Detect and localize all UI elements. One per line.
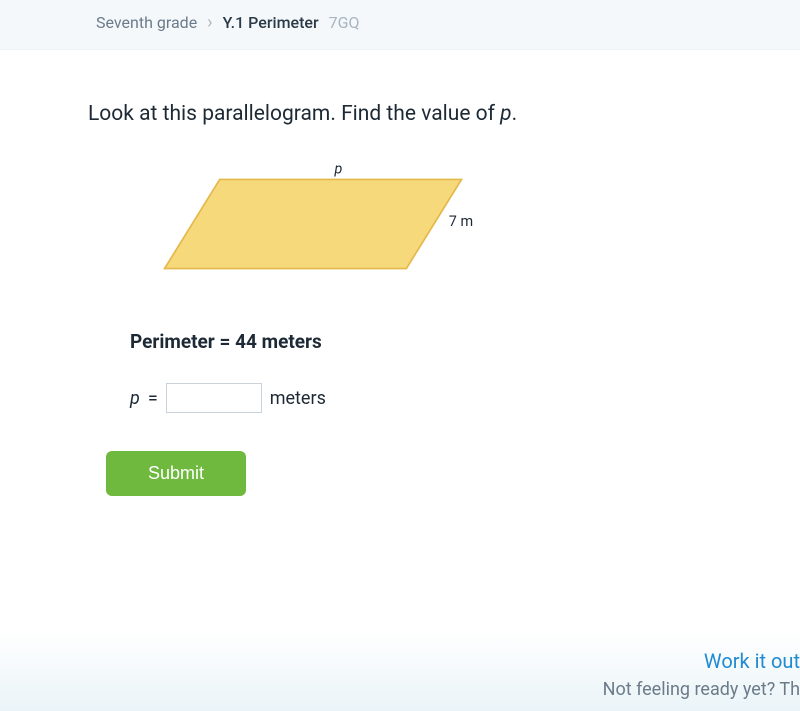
answer-row: p = meters (130, 383, 800, 413)
question-variable: p (500, 102, 511, 126)
answer-equals: = (148, 388, 158, 409)
parallelogram-svg: p 7 m (130, 154, 530, 294)
answer-input[interactable] (166, 383, 262, 413)
breadcrumb-skill: Y.1 Perimeter (223, 13, 319, 32)
not-ready-text: Not feeling ready yet? Th (0, 679, 800, 700)
figure-top-label: p (334, 161, 343, 178)
question-text: Look at this parallelogram. Find the val… (88, 102, 800, 126)
answer-variable: p (130, 388, 140, 409)
work-it-out-link[interactable]: Work it out (0, 649, 800, 673)
figure-right-label: 7 m (449, 213, 473, 230)
answer-unit: meters (270, 388, 326, 409)
breadcrumb: Seventh grade › Y.1 Perimeter 7GQ (0, 0, 800, 50)
question-content: Look at this parallelogram. Find the val… (0, 50, 800, 496)
question-prefix: Look at this parallelogram. Find the val… (88, 102, 500, 126)
submit-button[interactable]: Submit (106, 451, 246, 496)
breadcrumb-code: 7GQ (329, 13, 360, 32)
footer: Work it out Not feeling ready yet? Th (0, 631, 800, 711)
question-suffix: . (512, 102, 518, 126)
perimeter-text: Perimeter = 44 meters (130, 330, 800, 353)
breadcrumb-grade[interactable]: Seventh grade (96, 13, 197, 32)
parallelogram-shape (165, 179, 462, 268)
breadcrumb-separator-icon: › (207, 12, 212, 33)
figure-parallelogram: p 7 m (130, 154, 550, 294)
